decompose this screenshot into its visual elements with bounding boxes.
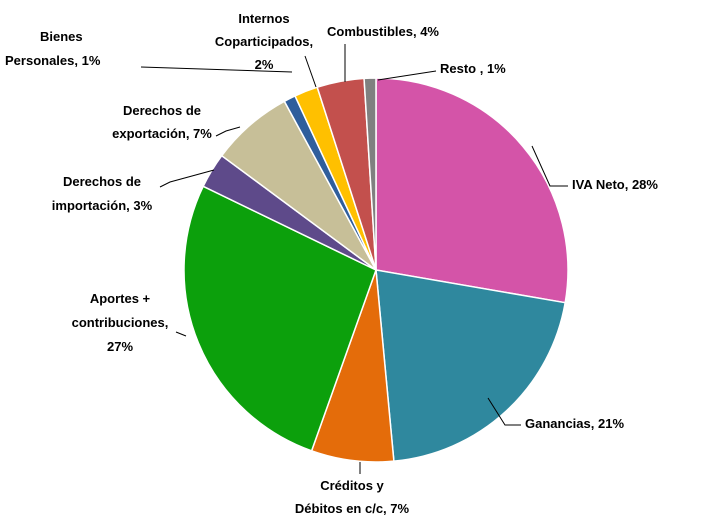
- pie-slice: [375, 77, 569, 304]
- slice-label-line: Internos: [238, 11, 289, 26]
- slice-label: Derechos de exportación, 7%: [112, 103, 212, 141]
- slice-label-line: Bienes: [40, 29, 83, 44]
- slice-label-line: Coparticipados,: [215, 34, 313, 49]
- slice-label: Aportes + contribuciones, 27%: [72, 291, 169, 354]
- leader-line: [487, 397, 521, 426]
- leader-line: [159, 169, 215, 188]
- leader-line: [377, 70, 437, 81]
- slice-label-line: Aportes +: [90, 291, 151, 306]
- slice-label: Combustibles, 4%: [327, 24, 439, 39]
- pie-slice: [183, 185, 377, 452]
- slice-label: Resto , 1%: [440, 61, 506, 76]
- slice-label: Derechos de importación, 3%: [52, 174, 153, 213]
- leader-line: [140, 66, 293, 73]
- slice-label: Bienes Personales, 1%: [5, 29, 101, 68]
- slice-label-line: Débitos en c/c, 7%: [295, 501, 410, 516]
- leader-line: [215, 126, 241, 137]
- leader-line: [304, 55, 317, 88]
- slice-label-line: exportación, 7%: [112, 126, 212, 141]
- leader-line: [175, 331, 187, 337]
- slice-label-line: Ganancias, 21%: [525, 416, 624, 431]
- slice-label-line: Derechos de: [123, 103, 201, 118]
- leader-line: [531, 145, 568, 187]
- slice-label-line: Resto , 1%: [440, 61, 506, 76]
- slice-label-line: 2%: [255, 57, 274, 72]
- pie-slice: [375, 269, 567, 462]
- slice-label: Internos Coparticipados, 2%: [215, 11, 313, 72]
- pie-slice: [363, 77, 377, 271]
- slice-label: IVA Neto, 28%: [572, 177, 658, 192]
- slice-label-line: importación, 3%: [52, 198, 153, 213]
- slice-label-line: Derechos de: [63, 174, 141, 189]
- slice-label-line: 27%: [107, 339, 133, 354]
- slice-label-line: contribuciones,: [72, 315, 169, 330]
- slice-label-line: Créditos y: [320, 478, 384, 493]
- slice-label-line: Combustibles, 4%: [327, 24, 439, 39]
- slice-label-line: IVA Neto, 28%: [572, 177, 658, 192]
- slice-label: Ganancias, 21%: [525, 416, 624, 431]
- slice-label-line: Personales, 1%: [5, 53, 101, 68]
- slice-label: Créditos y Débitos en c/c, 7%: [295, 478, 410, 516]
